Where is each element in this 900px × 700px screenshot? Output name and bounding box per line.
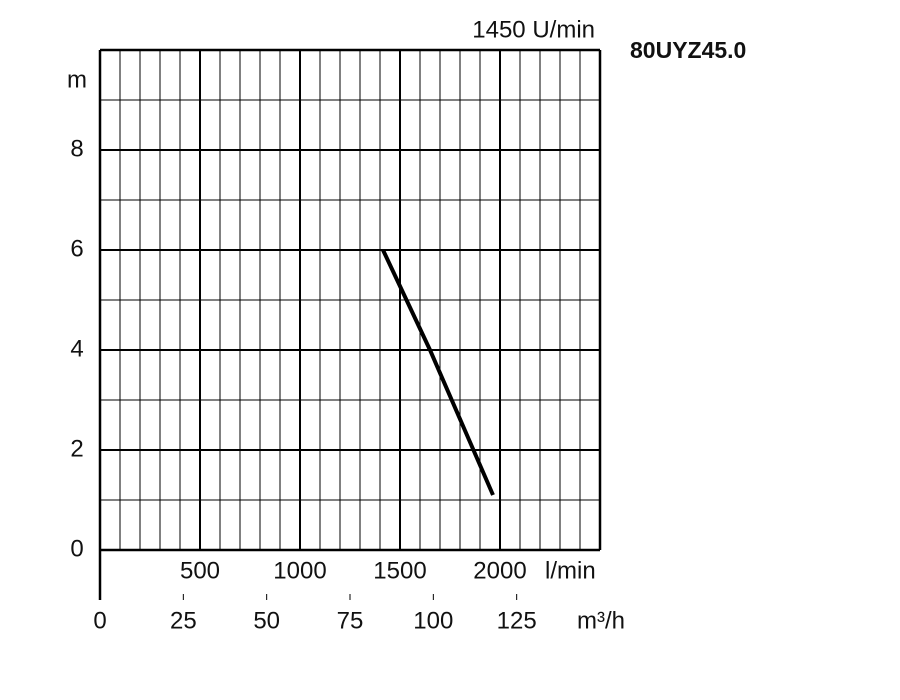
x-tick-label: 2000 <box>473 557 526 584</box>
x2-tick-label: 75 <box>337 607 364 634</box>
y-tick-label: 4 <box>70 335 83 362</box>
chart-title: 80UYZ45.0 <box>630 37 746 63</box>
y-tick-label: 2 <box>70 435 83 462</box>
y-tick-label: 6 <box>70 235 83 262</box>
x-axis-label: l/min <box>545 557 596 584</box>
x2-tick-label: 125 <box>497 607 537 634</box>
x-tick-label: 500 <box>180 557 220 584</box>
chart-subtitle: 1450 U/min <box>472 16 595 43</box>
x2-axis-label: m³/h <box>577 607 625 634</box>
x2-tick-label: 25 <box>170 607 197 634</box>
x-tick-label: 1000 <box>273 557 326 584</box>
y-tick-label: 8 <box>70 135 83 162</box>
x2-tick-label: 50 <box>253 607 280 634</box>
y-axis-label: m <box>67 66 87 93</box>
y-tick-label: 0 <box>70 535 83 562</box>
x2-tick-label: 0 <box>93 607 106 634</box>
x-tick-label: 1500 <box>373 557 426 584</box>
x2-tick-label: 100 <box>413 607 453 634</box>
curve <box>381 249 495 496</box>
